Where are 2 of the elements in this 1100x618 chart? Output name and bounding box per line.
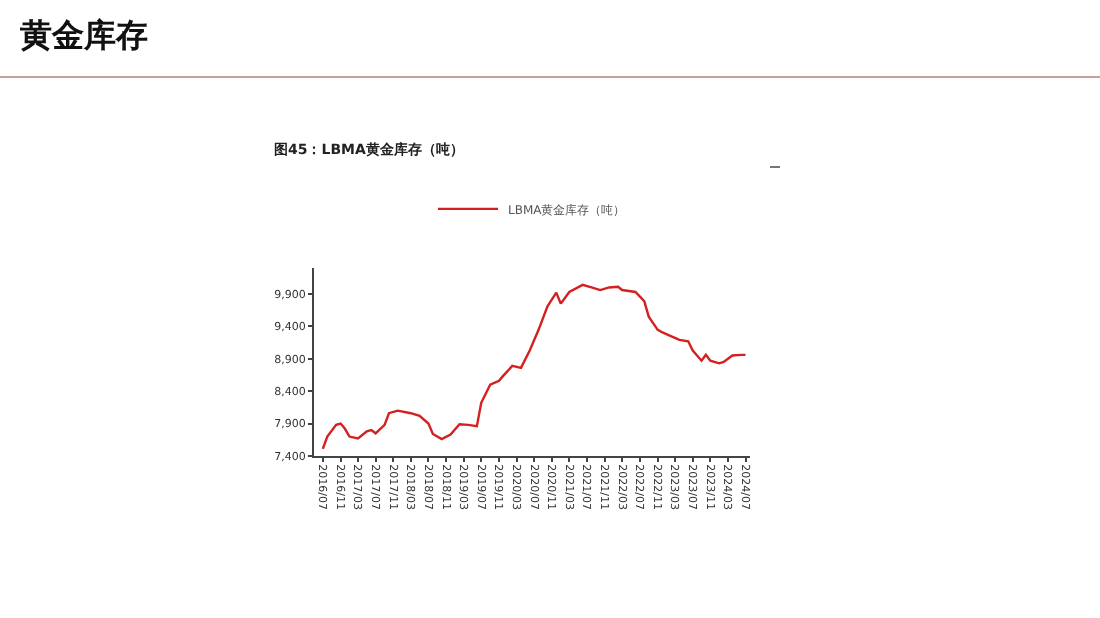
line-series [321,283,747,451]
chart-title: 黄金库存 [20,16,148,58]
